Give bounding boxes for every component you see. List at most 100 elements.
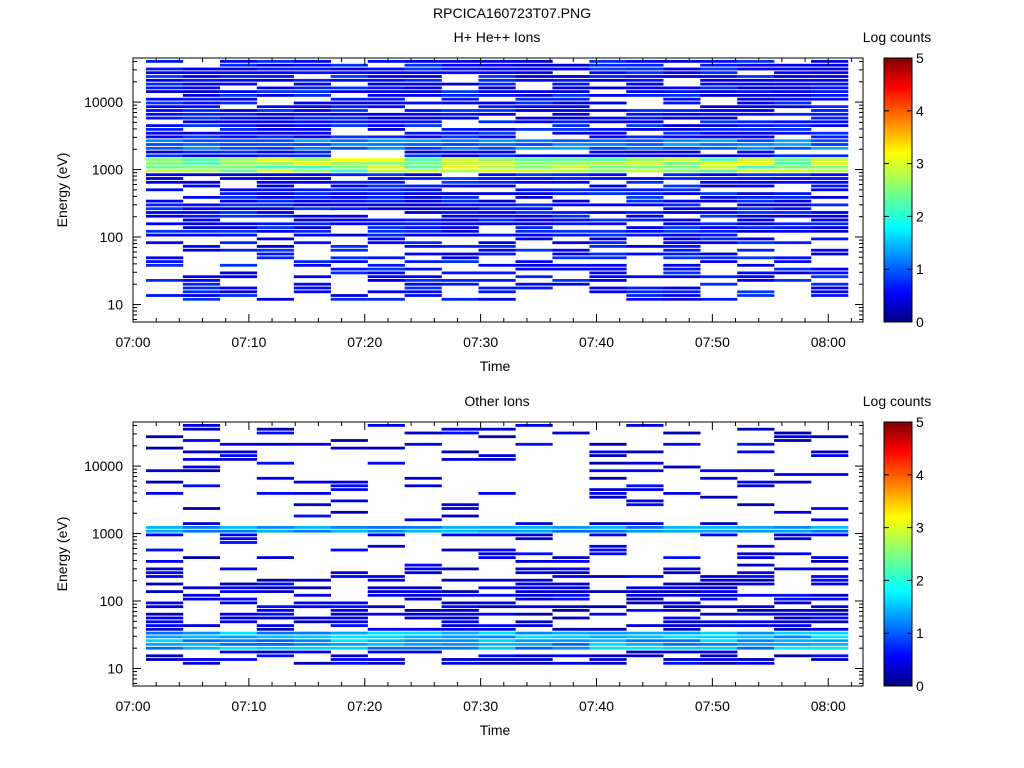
heatmap-cell [663,112,701,116]
heatmap-cell [146,492,184,495]
y-tick-label: 10000 [84,94,123,110]
heatmap-cell [330,620,368,624]
heatmap-cell [146,71,184,75]
heatmap-cell [774,162,812,165]
heatmap-cell [219,109,258,112]
heatmap-cell [219,612,258,616]
heatmap-cell [478,135,516,139]
heatmap-cell [182,214,221,218]
heatmap-cell [404,241,442,245]
heatmap-cell [293,207,331,211]
heatmap-cell [367,237,405,241]
heatmap-cell [330,173,368,177]
heatmap-cell [478,435,516,439]
heatmap-cell [663,267,701,271]
heatmap-cell [219,116,258,120]
heatmap-cell [219,233,258,237]
heatmap-cell [552,109,590,112]
heatmap-cell [700,180,738,184]
heatmap-cell [404,233,442,237]
heatmap-cell [774,267,812,271]
heatmap-cell [811,177,849,180]
heatmap-cell [811,82,849,86]
heatmap-cell [626,488,664,491]
heatmap-cell [330,222,368,226]
heatmap-cell [182,233,221,237]
heatmap-cell [146,646,184,650]
heatmap-cell [146,173,184,177]
heatmap-cell [700,661,738,665]
heatmap-cell [293,90,331,93]
heatmap-cell [626,635,664,639]
heatmap-cell [367,184,405,188]
heatmap-cell [515,624,553,627]
heatmap-cell [811,60,849,63]
heatmap-cell [182,97,221,101]
heatmap-cell [552,169,590,173]
heatmap-cell [515,162,553,165]
heatmap-cell [146,124,184,127]
heatmap-cell [552,643,590,646]
heatmap-cell [441,143,479,146]
heatmap-cell [589,67,627,71]
heatmap-cell [515,116,553,120]
heatmap-cell [515,275,553,279]
heatmap-cell [589,654,627,658]
heatmap-cell [441,450,479,454]
heatmap-cell [478,120,516,124]
heatmap-cell [404,150,442,154]
heatmap-cell [219,154,258,158]
heatmap-cell [256,609,294,612]
heatmap-cell [367,94,405,97]
heatmap-cell [552,101,590,105]
heatmap-cell [811,556,849,559]
heatmap-cell [182,154,221,158]
heatmap-cell [367,275,405,279]
heatmap-cell [256,162,294,165]
heatmap-cell [404,567,442,571]
heatmap-cell [146,643,184,646]
heatmap-cell [256,192,294,195]
heatmap-cell [219,537,258,541]
heatmap-cell [293,529,331,533]
heatmap-cell [441,646,479,650]
heatmap-cell [256,214,294,218]
heatmap-cell [589,188,627,192]
heatmap-cell [219,101,258,105]
heatmap-cell [663,263,701,267]
heatmap-cell [367,71,405,75]
heatmap-cell [182,427,221,431]
heatmap-cell [811,184,849,188]
heatmap-cell [626,297,664,301]
heatmap-cell [441,101,479,105]
heatmap-cell [774,158,812,161]
heatmap-cell [700,196,738,199]
heatmap-cell [367,639,405,643]
heatmap-cell [256,616,294,620]
heatmap-cell [330,165,368,169]
heatmap-cell [626,469,664,473]
heatmap-cell [811,248,849,252]
heatmap-cell [811,162,849,165]
heatmap-cell [293,480,331,484]
heatmap-cell [441,90,479,93]
heatmap-cell [737,154,775,158]
heatmap-cell [774,597,812,601]
heatmap-cell [146,154,184,158]
heatmap-cell [811,294,849,297]
heatmap-cell [737,556,775,559]
heatmap-cell [811,643,849,646]
heatmap-cell [552,233,590,237]
heatmap-cell [256,427,294,431]
heatmap-cell [552,90,590,93]
heatmap-cell [293,593,331,597]
heatmap-cell [700,526,738,529]
heatmap-cell [219,188,258,192]
panel-h-he-ions: H+ He++ Ions 07:00 07:10 07:20 07:30 07:40 07… [54,29,931,374]
heatmap-cell [811,290,849,294]
heatmap-cell [478,605,516,609]
heatmap-cell [589,658,627,661]
heatmap-cell [478,105,516,109]
heatmap-cell [552,116,590,120]
colorbar [883,421,913,687]
